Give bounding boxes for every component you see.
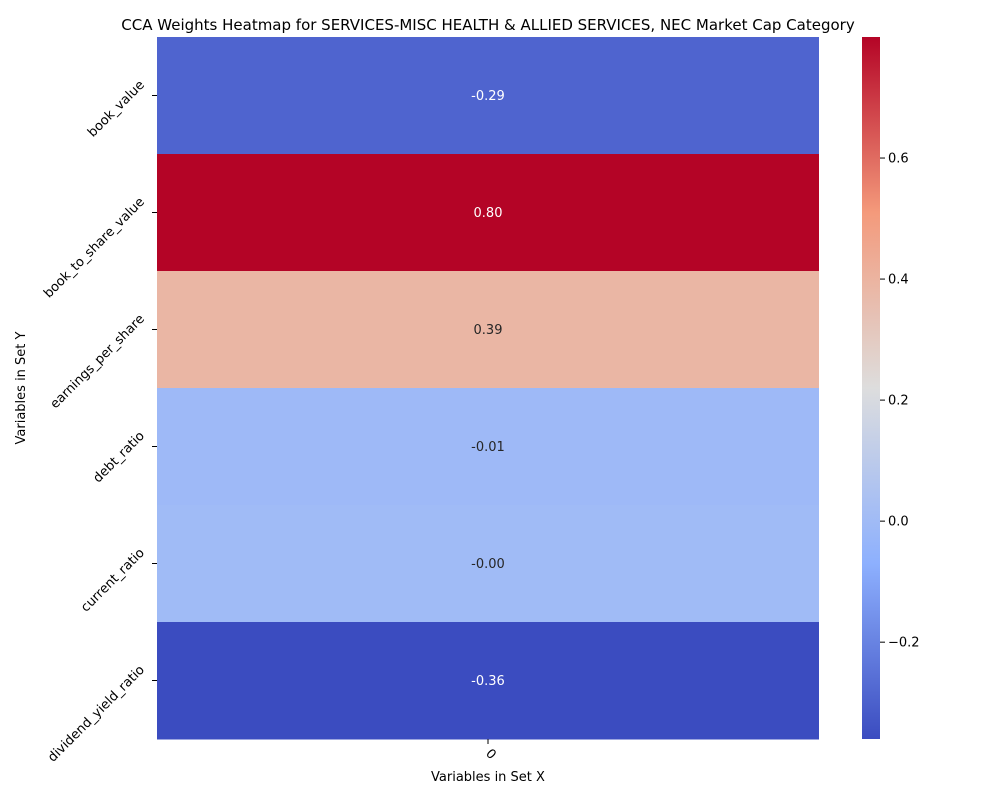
colorbar-tick-label: 0.6 (888, 152, 909, 167)
y-tick-label: book_value (85, 78, 148, 141)
y-tick-label: dividend_yield_ratio (45, 663, 148, 766)
heatmap-cell (157, 271, 819, 389)
heatmap-cell (157, 388, 819, 506)
y-tick-label: book_to_share_value (41, 195, 148, 302)
y-tick-label: current_ratio (78, 546, 148, 616)
colorbar-tick-label: 0.2 (888, 394, 909, 409)
heatmap-cell (157, 37, 819, 155)
cell-value-label: 0.80 (474, 206, 503, 221)
cell-value-label: -0.01 (471, 440, 505, 455)
cell-value-label: 0.39 (474, 323, 503, 338)
colorbar-gradient (862, 37, 880, 739)
heatmap-cell (157, 154, 819, 272)
y-tick-label: debt_ratio (90, 429, 147, 486)
colorbar: −0.2 0.0 0.2 0.4 0.6 (862, 37, 920, 739)
cell-value-label: -0.29 (471, 89, 505, 104)
cell-value-label: -0.00 (471, 557, 505, 572)
heatmap-cells: -0.29 0.80 0.39 -0.01 -0.00 -0.36 (157, 37, 819, 740)
heatmap-cell (157, 505, 819, 623)
colorbar-tick-label: 0.4 (888, 273, 909, 288)
x-axis-label: Variables in Set X (431, 770, 545, 785)
y-axis: book_value book_to_share_valueearnings_pe… (41, 78, 157, 766)
heatmap-cell (157, 622, 819, 740)
y-tick-label: earnings_per_share (48, 312, 148, 412)
cell-value-label: -0.36 (471, 674, 505, 689)
chart-title: CCA Weights Heatmap for SERVICES-MISC HE… (121, 16, 855, 34)
colorbar-tick-label: −0.2 (888, 636, 920, 651)
y-axis-label: Variables in Set Y (14, 331, 29, 444)
colorbar-tick-label: 0.0 (888, 515, 909, 530)
x-tick-label: 0 (482, 746, 498, 762)
x-axis: 0 (482, 739, 499, 763)
